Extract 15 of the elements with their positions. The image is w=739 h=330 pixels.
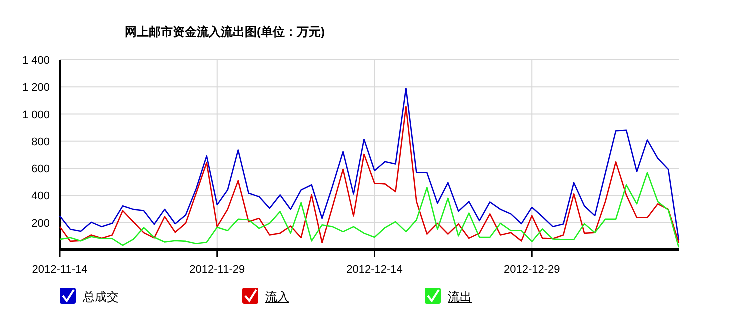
y-tick-label: 1 000: [22, 109, 50, 122]
x-tick-label: 2012-11-29: [190, 264, 246, 276]
legend-label: 流入: [266, 290, 290, 304]
legend-label: 流出: [448, 290, 472, 304]
y-tick-label: 400: [32, 190, 50, 203]
y-tick-label: 800: [32, 136, 50, 148]
y-tick-label: 200: [32, 218, 50, 230]
x-tick-label: 2012-11-14: [32, 264, 88, 276]
legend-label: 总成交: [82, 290, 119, 304]
x-tick-label: 2012-12-14: [346, 264, 403, 276]
chart-title: 网上邮市资金流入流出图(单位：万元): [125, 25, 325, 39]
y-tick-label: 1 200: [22, 82, 50, 94]
x-tick-label: 2012-12-29: [504, 264, 560, 276]
y-tick-label: 600: [32, 164, 50, 176]
y-tick-label: 1 400: [22, 55, 50, 67]
